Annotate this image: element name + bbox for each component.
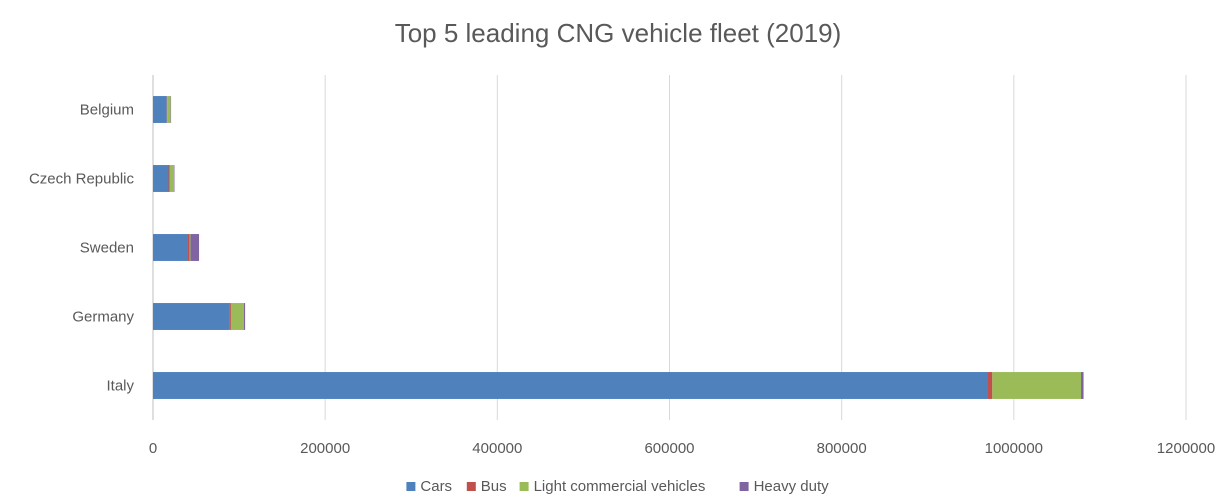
category-label: Germany bbox=[72, 309, 134, 326]
chart-title: Top 5 leading CNG vehicle fleet (2019) bbox=[395, 18, 842, 48]
legend-swatch bbox=[466, 482, 476, 491]
bar-segment bbox=[153, 96, 167, 123]
x-tick-label: 800000 bbox=[817, 440, 867, 457]
legend-swatch bbox=[406, 482, 416, 491]
bar-segment bbox=[229, 303, 231, 330]
bar-segment bbox=[167, 96, 171, 123]
x-tick-label: 1200000 bbox=[1157, 440, 1215, 457]
category-label: Sweden bbox=[80, 240, 134, 257]
category-label: Belgium bbox=[80, 102, 134, 119]
legend-label: Heavy duty bbox=[754, 478, 830, 495]
bar-segment bbox=[230, 303, 244, 330]
bars bbox=[153, 96, 1084, 399]
x-tick-label: 200000 bbox=[300, 440, 350, 457]
category-label: Czech Republic bbox=[29, 171, 135, 188]
bar-segment bbox=[1080, 372, 1084, 399]
x-tick-label: 400000 bbox=[472, 440, 522, 457]
x-tick-label: 600000 bbox=[644, 440, 694, 457]
bar-segment bbox=[153, 165, 169, 192]
bar-segment bbox=[988, 372, 993, 399]
x-tick-label: 0 bbox=[149, 440, 157, 457]
category-label: Italy bbox=[106, 378, 134, 395]
bar-segment bbox=[168, 165, 170, 192]
bar-segment bbox=[243, 303, 246, 330]
category-labels: Belgium Czech Republic Sweden Germany Italy bbox=[29, 102, 135, 395]
bar-segment bbox=[189, 234, 191, 261]
bar-segment bbox=[190, 234, 200, 261]
bar-segment bbox=[169, 165, 175, 192]
legend-label: Cars bbox=[420, 478, 452, 495]
bar-segment bbox=[992, 372, 1081, 399]
bar-segment bbox=[153, 372, 989, 399]
bar-segment bbox=[187, 234, 190, 261]
bar-segment bbox=[153, 303, 230, 330]
bar-segment bbox=[153, 234, 188, 261]
x-tick-labels: 0 200000 400000 600000 800000 1000000 1200000 bbox=[149, 440, 1215, 457]
gridlines bbox=[152, 75, 1187, 420]
legend-swatch bbox=[519, 482, 529, 491]
legend-swatch bbox=[739, 482, 749, 491]
legend-label: Light commercial vehicles bbox=[534, 478, 706, 495]
legend: Cars Bus Light commercial vehicles Heavy du… bbox=[406, 478, 829, 495]
legend-label: Bus bbox=[481, 478, 507, 495]
x-tick-label: 1000000 bbox=[985, 440, 1043, 457]
